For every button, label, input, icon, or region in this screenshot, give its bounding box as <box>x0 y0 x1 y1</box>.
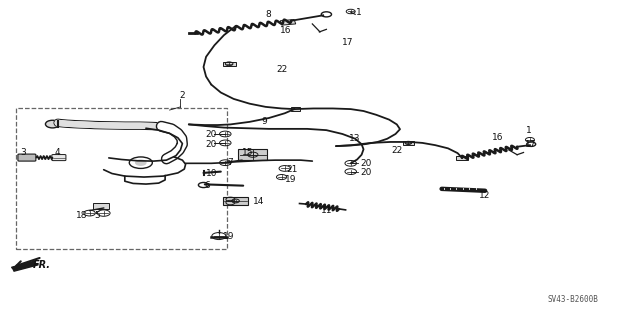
Text: 16: 16 <box>280 26 292 35</box>
Text: 16: 16 <box>492 133 503 142</box>
Text: 20: 20 <box>205 140 216 149</box>
Text: 19: 19 <box>285 175 296 184</box>
Polygon shape <box>456 156 468 160</box>
Text: 10: 10 <box>206 169 218 178</box>
Polygon shape <box>223 62 236 66</box>
FancyBboxPatch shape <box>52 155 66 161</box>
Polygon shape <box>280 19 296 25</box>
Text: FR.: FR. <box>33 260 51 271</box>
Text: 7: 7 <box>227 158 233 167</box>
Text: 17: 17 <box>342 38 354 47</box>
Circle shape <box>136 160 146 165</box>
Text: 1: 1 <box>356 8 362 17</box>
Text: 3: 3 <box>20 148 26 157</box>
Ellipse shape <box>45 120 60 128</box>
Text: 20: 20 <box>205 130 216 139</box>
FancyBboxPatch shape <box>239 149 268 160</box>
Text: 1: 1 <box>526 126 532 135</box>
Text: 12: 12 <box>479 191 490 200</box>
Text: 22: 22 <box>392 146 403 155</box>
Text: 9: 9 <box>261 117 267 126</box>
Text: SV43-B2600B: SV43-B2600B <box>547 295 598 304</box>
Text: 4: 4 <box>54 148 60 157</box>
FancyBboxPatch shape <box>16 108 227 249</box>
Text: 19: 19 <box>223 232 234 241</box>
Text: 5: 5 <box>95 211 100 220</box>
Text: 15: 15 <box>242 148 253 157</box>
Text: 14: 14 <box>253 197 264 206</box>
Polygon shape <box>291 107 301 111</box>
Text: 2: 2 <box>179 91 185 100</box>
Text: 18: 18 <box>76 211 87 220</box>
Polygon shape <box>12 261 38 271</box>
Text: 21: 21 <box>287 165 298 174</box>
Text: 20: 20 <box>360 168 372 177</box>
Text: 22: 22 <box>276 65 288 74</box>
Text: 17: 17 <box>525 140 536 149</box>
Text: 20: 20 <box>360 159 372 168</box>
Text: 6: 6 <box>205 181 211 189</box>
FancyBboxPatch shape <box>18 154 36 161</box>
Polygon shape <box>93 203 109 209</box>
FancyBboxPatch shape <box>223 197 248 205</box>
Text: 8: 8 <box>266 10 271 19</box>
Text: 13: 13 <box>349 134 360 143</box>
Text: 11: 11 <box>321 206 333 215</box>
Polygon shape <box>403 141 414 145</box>
